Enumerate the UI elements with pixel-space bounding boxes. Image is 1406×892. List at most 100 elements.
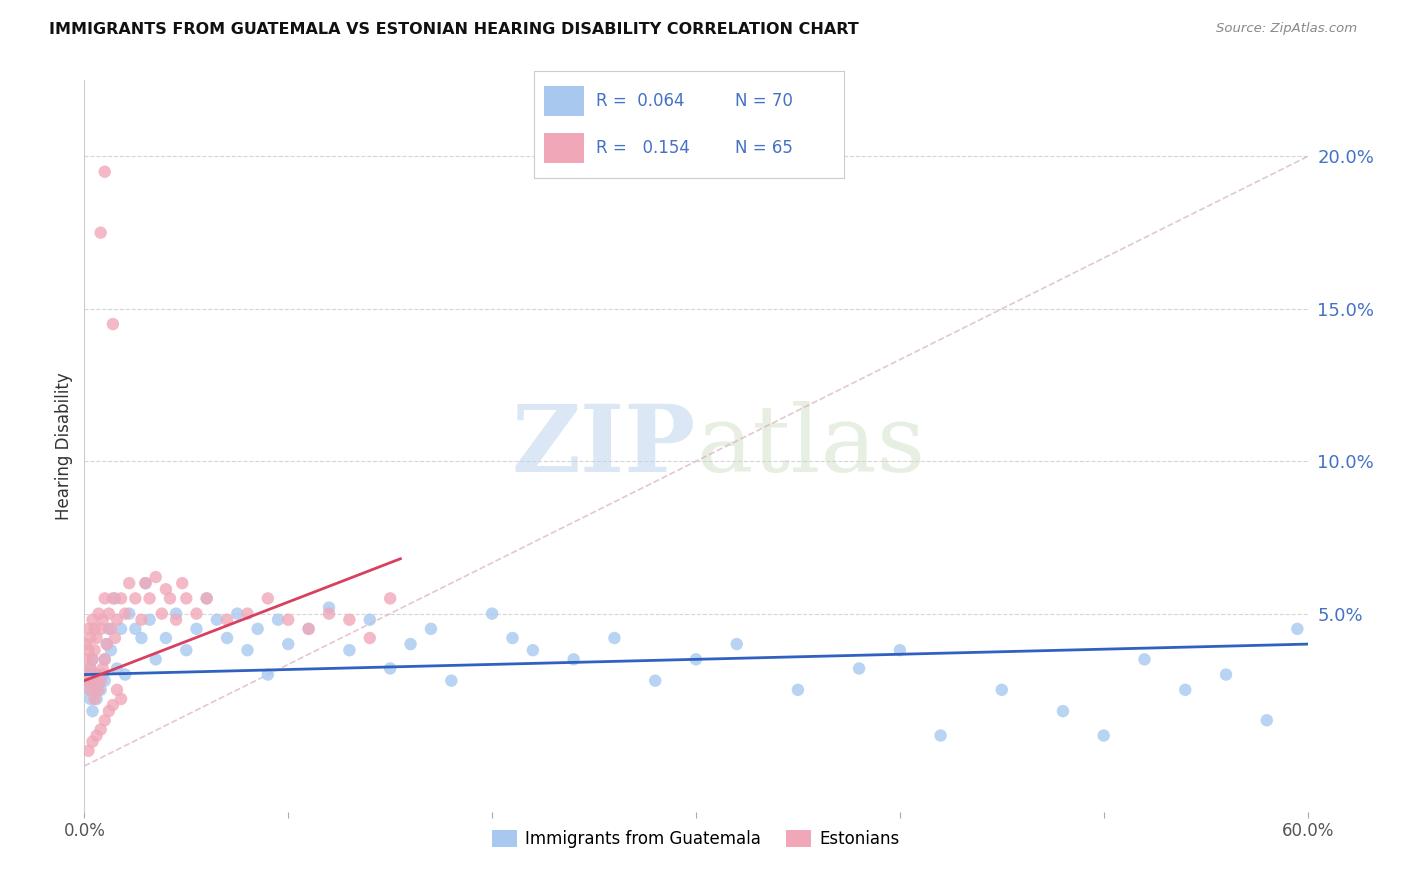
Point bbox=[1286, 622, 1309, 636]
Point bbox=[105, 682, 128, 697]
Point bbox=[159, 591, 181, 606]
Text: N = 65: N = 65 bbox=[735, 139, 793, 157]
Point bbox=[77, 682, 100, 697]
Text: R =  0.064: R = 0.064 bbox=[596, 93, 685, 111]
Point bbox=[87, 682, 110, 697]
Point bbox=[205, 613, 228, 627]
Point bbox=[75, 673, 97, 688]
Point bbox=[86, 667, 108, 681]
Point bbox=[135, 576, 157, 591]
Point bbox=[195, 591, 218, 606]
Point bbox=[100, 622, 122, 636]
Y-axis label: Hearing Disability: Hearing Disability bbox=[55, 372, 73, 520]
Point bbox=[155, 582, 177, 597]
Point bbox=[90, 226, 112, 240]
Point bbox=[481, 607, 503, 621]
Point bbox=[359, 613, 381, 627]
Point bbox=[83, 622, 105, 636]
Point bbox=[174, 643, 197, 657]
Point bbox=[101, 698, 124, 712]
Point bbox=[105, 613, 128, 627]
Point bbox=[603, 631, 626, 645]
Point bbox=[246, 622, 269, 636]
Point bbox=[79, 682, 101, 697]
Point bbox=[87, 607, 110, 621]
Point bbox=[1052, 704, 1074, 718]
Point bbox=[685, 652, 707, 666]
Text: IMMIGRANTS FROM GUATEMALA VS ESTONIAN HEARING DISABILITY CORRELATION CHART: IMMIGRANTS FROM GUATEMALA VS ESTONIAN HE… bbox=[49, 22, 859, 37]
Point bbox=[79, 661, 101, 675]
Point bbox=[155, 631, 177, 645]
Point bbox=[257, 591, 280, 606]
Point bbox=[86, 692, 108, 706]
Point bbox=[105, 661, 128, 675]
Point bbox=[97, 622, 120, 636]
Point bbox=[77, 673, 100, 688]
Point bbox=[90, 673, 112, 688]
Point bbox=[298, 622, 321, 636]
Point bbox=[267, 613, 290, 627]
Point bbox=[83, 682, 105, 697]
Point bbox=[91, 613, 114, 627]
Point bbox=[277, 637, 299, 651]
Point bbox=[96, 637, 118, 651]
Point bbox=[114, 667, 136, 681]
Point bbox=[725, 637, 748, 651]
Point bbox=[1174, 682, 1197, 697]
Point bbox=[79, 692, 101, 706]
Legend: Immigrants from Guatemala, Estonians: Immigrants from Guatemala, Estonians bbox=[485, 823, 907, 855]
Point bbox=[172, 576, 194, 591]
Point bbox=[298, 622, 321, 636]
FancyBboxPatch shape bbox=[544, 134, 583, 163]
Point bbox=[93, 652, 115, 666]
Point bbox=[77, 643, 100, 657]
Point bbox=[118, 576, 141, 591]
Point bbox=[217, 613, 239, 627]
Point bbox=[83, 673, 105, 688]
Point bbox=[82, 673, 104, 688]
Point bbox=[165, 607, 187, 621]
Point bbox=[1133, 652, 1156, 666]
Point bbox=[150, 607, 173, 621]
Point bbox=[77, 744, 100, 758]
Point bbox=[318, 607, 340, 621]
Text: R =   0.154: R = 0.154 bbox=[596, 139, 690, 157]
Point bbox=[82, 652, 104, 666]
Point bbox=[236, 643, 259, 657]
Point bbox=[186, 622, 208, 636]
Point bbox=[165, 613, 187, 627]
Point bbox=[124, 591, 146, 606]
Point bbox=[93, 164, 115, 178]
Text: atlas: atlas bbox=[696, 401, 925, 491]
Point bbox=[79, 661, 101, 675]
Point bbox=[277, 613, 299, 627]
Point bbox=[339, 613, 361, 627]
Point bbox=[82, 704, 104, 718]
Point bbox=[82, 652, 104, 666]
Point bbox=[131, 613, 153, 627]
Point bbox=[339, 643, 361, 657]
Point bbox=[929, 729, 952, 743]
Point bbox=[420, 622, 443, 636]
Point bbox=[110, 692, 132, 706]
Point bbox=[79, 631, 101, 645]
Point bbox=[75, 652, 97, 666]
Point bbox=[90, 682, 112, 697]
Point bbox=[75, 667, 97, 681]
Point bbox=[86, 667, 108, 681]
Point bbox=[110, 622, 132, 636]
Point bbox=[83, 692, 105, 706]
Point bbox=[1215, 667, 1237, 681]
Point bbox=[101, 317, 124, 331]
Point bbox=[124, 622, 146, 636]
Point bbox=[135, 576, 157, 591]
Point bbox=[1256, 714, 1278, 728]
Point bbox=[145, 570, 167, 584]
Point bbox=[359, 631, 381, 645]
Point bbox=[96, 637, 118, 651]
Point bbox=[86, 729, 108, 743]
FancyBboxPatch shape bbox=[544, 87, 583, 116]
Point bbox=[93, 591, 115, 606]
Point bbox=[91, 667, 114, 681]
Point bbox=[318, 600, 340, 615]
